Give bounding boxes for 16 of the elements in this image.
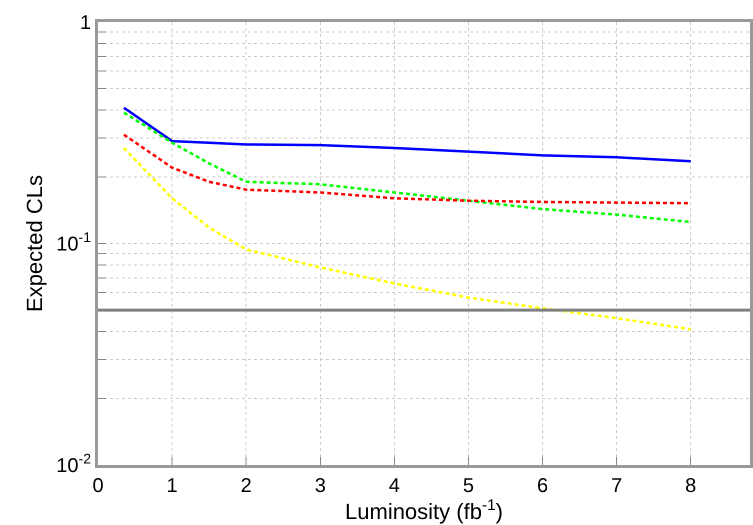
y-tick-label: 1 bbox=[80, 12, 91, 34]
x-tick-label: 4 bbox=[388, 475, 400, 497]
x-tick-label: 5 bbox=[462, 475, 474, 497]
x-tick-label: 7 bbox=[611, 475, 622, 497]
x-tick-label: 6 bbox=[536, 475, 548, 497]
x-tick-label: 8 bbox=[685, 475, 696, 497]
y-tick-label: 10$^{-2}$ bbox=[56, 450, 92, 477]
y-tick-label: 10$^{-1}$ bbox=[56, 229, 92, 256]
x-tick-label: 1 bbox=[166, 475, 178, 497]
line-series bbox=[122, 146, 692, 331]
x-tick-label: 2 bbox=[240, 475, 252, 497]
y-axis-title: Expected CLs bbox=[22, 175, 48, 312]
x-tick-label: 0 bbox=[92, 475, 104, 497]
line-series bbox=[122, 106, 692, 163]
x-axis-title: Luminosity (fb$^{-1}$) bbox=[345, 497, 503, 524]
x-tick-label: 3 bbox=[314, 475, 326, 497]
